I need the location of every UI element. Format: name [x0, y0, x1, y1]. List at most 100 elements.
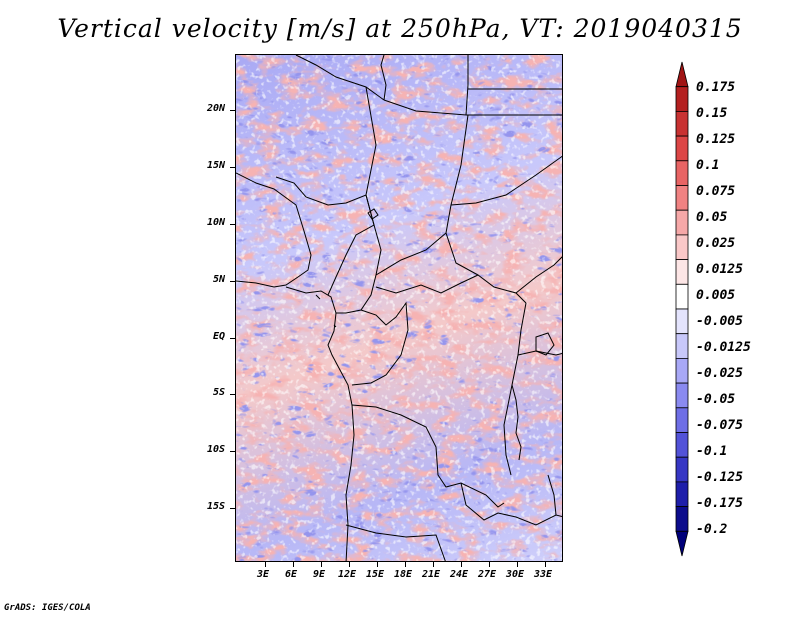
colorbar-swatch — [675, 160, 689, 186]
colorbar-swatch — [675, 456, 689, 483]
y-tick — [230, 451, 235, 452]
x-axis-label: 3E — [257, 569, 270, 580]
x-tick — [461, 562, 462, 567]
y-tick — [230, 394, 235, 395]
chart-title: Vertical velocity [m/s] at 250hPa, VT: 2… — [57, 14, 743, 43]
x-tick — [293, 562, 294, 567]
border-sudan-south — [450, 155, 562, 206]
x-axis-label: 6E — [285, 569, 298, 580]
lake-victoria — [535, 332, 555, 356]
border-nigeria — [275, 176, 375, 296]
country-borders — [236, 55, 562, 561]
x-tick — [265, 562, 266, 567]
colorbar-swatch — [675, 135, 689, 162]
x-axis-label: 18E — [394, 569, 413, 580]
colorbar-label: 0.025 — [696, 236, 736, 251]
colorbar-label: 0.005 — [696, 288, 736, 303]
lake-chad — [367, 208, 379, 220]
colorbar-swatch — [675, 111, 689, 137]
x-tick — [405, 562, 406, 567]
colorbar-swatch — [675, 333, 689, 359]
y-tick — [230, 167, 235, 168]
colorbar-swatch — [675, 357, 689, 384]
colorbar-label: -0.05 — [696, 392, 736, 407]
colorbar-label: -0.2 — [696, 522, 728, 537]
y-tick — [230, 224, 235, 225]
y-tick — [230, 508, 235, 509]
x-axis-label: 24E — [450, 569, 469, 580]
x-tick — [545, 562, 546, 567]
x-axis-label: 12E — [338, 569, 357, 580]
border-drc-congo — [351, 301, 409, 386]
border-drc-east — [503, 302, 527, 476]
colorbar-swatch — [675, 234, 689, 260]
colorbar-label: 0.1 — [696, 158, 720, 173]
colorbar-swatch — [675, 86, 689, 112]
x-tick — [321, 562, 322, 567]
lake-tanganyika — [511, 384, 522, 461]
border-zambia — [460, 482, 562, 526]
colorbar-swatch — [675, 259, 689, 285]
border-cameroon — [336, 224, 382, 314]
colorbar-label: 0.0125 — [696, 262, 743, 277]
border-car — [375, 232, 527, 304]
coastline-west — [236, 172, 312, 288]
colorbar-swatch — [675, 407, 689, 433]
coastline-gulf — [285, 286, 355, 561]
y-axis-label: 20N — [207, 103, 226, 114]
colorbar-swatch — [675, 432, 689, 458]
field-contour-highlights — [236, 55, 562, 561]
y-axis-label: EQ — [213, 331, 226, 342]
colorbar-swatch — [675, 308, 689, 335]
colorbar-arrow-bottom — [675, 530, 689, 557]
x-axis-label: 33E — [534, 569, 553, 580]
footer-credit: GrADS: IGES/COLA — [4, 603, 91, 613]
y-tick — [230, 338, 235, 339]
colorbar-swatch — [675, 209, 689, 236]
x-axis-label: 21E — [422, 569, 441, 580]
y-tick — [230, 281, 235, 282]
colorbar-label: 0.075 — [696, 184, 736, 199]
x-tick — [517, 562, 518, 567]
colorbar-swatch — [675, 283, 689, 310]
colorbar-label: -0.125 — [696, 470, 743, 485]
colorbar-label: 0.175 — [696, 80, 736, 95]
map-panel — [235, 54, 563, 562]
colorbar-label: -0.1 — [696, 444, 728, 459]
border-east-africa — [515, 256, 562, 356]
lake-malawi — [547, 474, 557, 516]
border-libya-chad — [380, 55, 387, 101]
border-angola-south — [345, 524, 446, 561]
colorbar-label: -0.005 — [696, 314, 743, 329]
x-axis-label: 27E — [478, 569, 497, 580]
x-axis-label: 30E — [506, 569, 525, 580]
x-tick — [349, 562, 350, 567]
x-axis-label: 15E — [366, 569, 385, 580]
x-tick — [433, 562, 434, 567]
colorbar-label: -0.075 — [696, 418, 743, 433]
map-field — [236, 55, 562, 561]
colorbar-label: -0.025 — [696, 366, 743, 381]
y-axis-label: 5N — [213, 274, 226, 285]
y-tick — [230, 110, 235, 111]
x-tick — [489, 562, 490, 567]
colorbar-label: -0.0125 — [696, 340, 751, 355]
colorbar-swatch — [675, 185, 689, 211]
border-angola — [351, 404, 505, 508]
colorbar-label: 0.15 — [696, 106, 728, 121]
colorbar-swatch — [675, 481, 689, 507]
x-tick — [377, 562, 378, 567]
colorbar-label: -0.175 — [696, 496, 743, 511]
border-chad-sudan — [445, 114, 479, 276]
bight-islands — [315, 294, 337, 328]
colorbar-label: 0.05 — [696, 210, 728, 225]
colorbar-label: 0.125 — [696, 132, 736, 147]
colorbar-arrow-top — [675, 61, 689, 88]
colorbar-swatch — [675, 506, 689, 532]
x-axis-label: 9E — [313, 569, 326, 580]
y-axis-label: 15N — [207, 160, 226, 171]
border-algeria-niger — [295, 55, 385, 101]
y-axis-label: 10N — [207, 217, 226, 228]
colorbar-swatch — [675, 382, 689, 409]
y-axis-label: 10S — [207, 444, 226, 455]
